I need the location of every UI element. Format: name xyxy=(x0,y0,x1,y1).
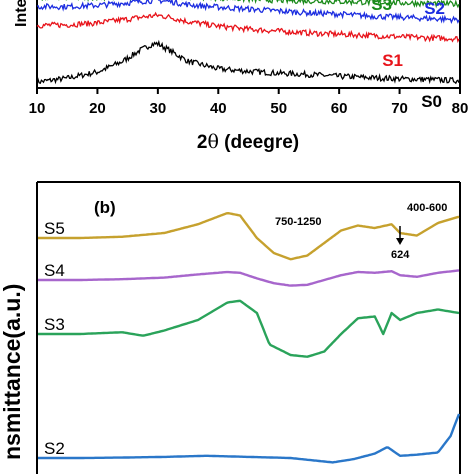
annotation-624: 624 xyxy=(391,249,410,261)
x-tick-label: 20 xyxy=(89,100,106,117)
xlabel-theta: θ xyxy=(207,131,218,153)
panel-b-label: (b) xyxy=(94,198,116,217)
x-tick-label: 10 xyxy=(29,100,46,117)
series-label-s1: S1 xyxy=(382,51,403,70)
series-line-b-s3 xyxy=(38,299,460,358)
series-label-s0: S0 xyxy=(421,92,442,111)
x-tick-label: 70 xyxy=(391,100,408,117)
panel-a-xrd-plot: Inte 10 20 30 40 50 60 70 80 2θ (deegre) S0 S1 … xyxy=(13,0,468,153)
panel-b-series xyxy=(38,212,461,464)
series-label-s2b: S2 xyxy=(44,439,65,458)
panel-a-series xyxy=(36,0,460,85)
panel-a-x-ticks: 10 20 30 40 50 60 70 80 xyxy=(29,88,469,117)
series-label-s3b: S3 xyxy=(44,315,65,334)
x-tick-label: 60 xyxy=(331,100,348,117)
series-label-s5: S5 xyxy=(44,219,65,238)
series-line-b-s4 xyxy=(38,269,460,287)
series-label-s4: S4 xyxy=(44,261,65,280)
series-line-b-s5 xyxy=(38,212,460,261)
annotation-arrow-head xyxy=(396,238,404,245)
xlabel-main: 2 xyxy=(197,132,208,153)
annotation-400-600: 400-600 xyxy=(407,202,447,214)
series-label-s2: S2 xyxy=(424,0,445,18)
series-line-s0 xyxy=(36,39,460,85)
x-tick-label: 50 xyxy=(270,100,287,117)
panel-b-y-axis-label: nsmittance(a.u.) xyxy=(0,284,25,460)
x-tick-label: 80 xyxy=(452,100,469,117)
x-tick-label: 40 xyxy=(210,100,227,117)
series-line-s2 xyxy=(36,0,460,24)
xlabel-rest: (deegre) xyxy=(219,132,299,153)
panel-b-ftir-plot: nsmittance(a.u.) (b) S5 S4 S3 S2 750-125… xyxy=(0,181,461,474)
series-line-b-s2 xyxy=(38,413,461,464)
series-line-s1 xyxy=(36,11,460,44)
panel-a-y-axis-label: Inte xyxy=(13,0,30,27)
annotation-750-1250: 750-1250 xyxy=(275,216,322,228)
series-line-s3 xyxy=(41,0,460,9)
x-tick-label: 30 xyxy=(150,100,167,117)
series-label-s3: S3 xyxy=(371,0,392,14)
panel-a-x-axis-label: 2θ (deegre) xyxy=(197,131,299,153)
